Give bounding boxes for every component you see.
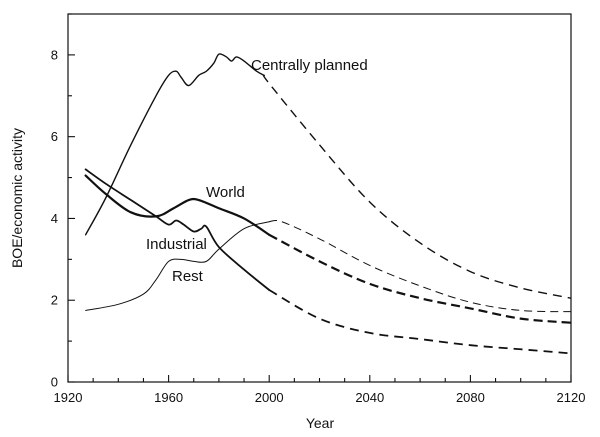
x-tick-label: 2040 [355,390,384,405]
series-centrally-planned-projection [262,74,572,299]
x-tick-label: 2080 [456,390,485,405]
label-industrial: Industrial [146,236,207,253]
series-world-historical [84,174,271,236]
y-tick-label: 0 [51,375,58,390]
x-tick-label: 1920 [54,390,83,405]
y-tick-label: 4 [51,211,58,226]
x-tick-label: 1960 [154,390,183,405]
series-industrial-projection [268,289,572,355]
label-world: World [206,184,245,201]
series-centrally-planned-historical [84,53,265,236]
y-axis-title: BOE/economic activity [9,128,25,268]
label-centrally-planned: Centrally planned [251,57,368,74]
x-tick-label: 2120 [557,390,586,405]
series-rest-historical [85,221,270,311]
y-tick-label: 6 [51,129,58,144]
series-industrial-historical [84,168,271,291]
series-world-projection [268,233,572,324]
y-tick-label: 8 [51,47,58,62]
series-rest-projection [269,219,572,313]
label-rest: Rest [172,268,204,285]
series-layer [84,53,572,355]
y-tick-label: 2 [51,293,58,308]
x-axis-ticks: 1920 1960 2000 2040 2080 2120 [54,375,586,405]
x-tick-label: 2000 [255,390,284,405]
y-axis-ticks: 0 2 4 6 8 [51,13,75,390]
x-axis-title: Year [306,415,335,431]
